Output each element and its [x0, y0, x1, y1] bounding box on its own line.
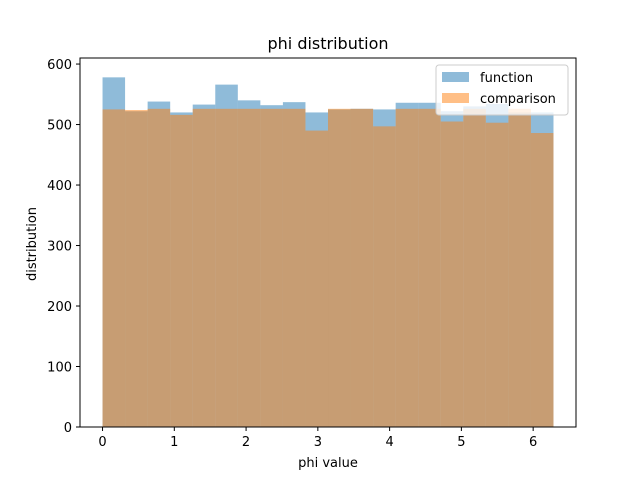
bar-comparison-2 — [147, 108, 171, 428]
bar-comparison-12 — [373, 126, 396, 427]
bar-comparison-19 — [530, 133, 554, 428]
y-tick-label-0: 0 — [64, 421, 72, 436]
bar-comparison-14 — [418, 108, 441, 428]
bar-comparison-1 — [125, 110, 148, 427]
x-axis-label: phi value — [298, 456, 358, 471]
bar-comparison-7 — [260, 108, 283, 428]
legend-swatch-function — [442, 72, 469, 82]
bar-comparison-5 — [215, 108, 238, 428]
bar-comparison-18 — [508, 108, 531, 428]
legend-label-comparison: comparison — [480, 92, 556, 107]
bar-comparison-11 — [350, 108, 374, 428]
bar-comparison-16 — [463, 108, 486, 428]
bar-comparison-10 — [328, 108, 351, 428]
bar-comparison-8 — [282, 108, 306, 428]
plot-frame — [79, 57, 577, 428]
x-tick-label-6: 6 — [529, 435, 537, 450]
x-tick-label-4: 4 — [385, 435, 393, 450]
bar-comparison-0 — [102, 109, 126, 427]
y-tick-label-200: 200 — [47, 300, 72, 315]
x-tick-label-1: 1 — [170, 435, 178, 450]
histogram-bars — [102, 77, 554, 428]
legend-label-function: function — [480, 71, 533, 86]
bar-comparison-17 — [485, 122, 509, 427]
y-tick-label-600: 600 — [47, 58, 72, 73]
bar-comparison-13 — [395, 108, 419, 428]
y-tick-label-100: 100 — [47, 361, 72, 376]
bar-comparison-15 — [440, 121, 464, 428]
x-tick-label-3: 3 — [314, 435, 322, 450]
axes: 0 1 2 3 4 5 6 0 100 200 300 400 500 600 — [47, 57, 577, 450]
series-comparison — [102, 108, 554, 428]
bar-comparison-9 — [305, 130, 329, 428]
legend: function comparison — [435, 64, 569, 116]
x-tick-label-0: 0 — [98, 435, 106, 450]
x-tick-label-5: 5 — [457, 435, 465, 450]
y-axis-label: distribution — [25, 207, 40, 281]
x-tick-label-2: 2 — [242, 435, 250, 450]
bar-comparison-6 — [237, 108, 261, 428]
bar-comparison-3 — [170, 114, 193, 427]
y-tick-label-500: 500 — [47, 119, 72, 134]
bar-comparison-4 — [192, 108, 216, 428]
y-tick-label-300: 300 — [47, 240, 72, 255]
y-tick-label-400: 400 — [47, 179, 72, 194]
chart-title: phi distribution — [267, 34, 388, 53]
legend-swatch-comparison — [442, 93, 469, 103]
